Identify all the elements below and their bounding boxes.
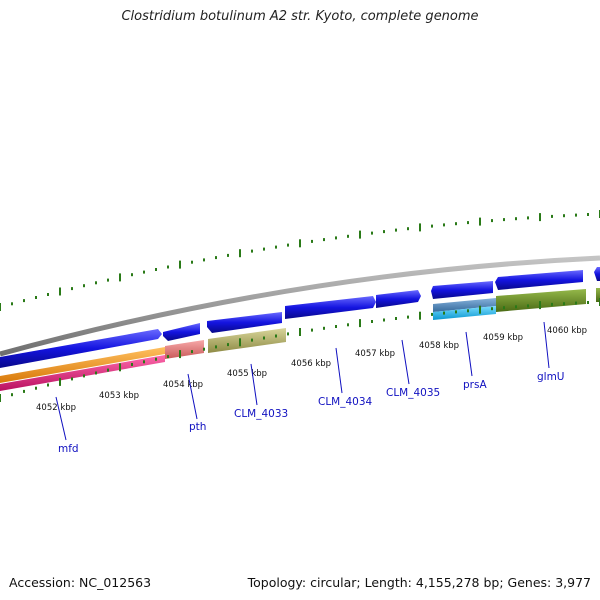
gene-label-prsa: prsA: [463, 379, 487, 391]
accession-text: Accession: NC_012563: [9, 575, 152, 590]
kbp-label: 4056 kbp: [291, 359, 331, 369]
leader-line: [55, 396, 67, 441]
feature-bar-steel: [433, 298, 496, 312]
cds-arrow: [163, 323, 200, 341]
gene-leader-lines: [55, 321, 550, 441]
cds-arrow: [376, 290, 421, 308]
kbp-label: 4053 kbp: [99, 391, 139, 401]
gene-label-clm-4033: CLM_4033: [234, 408, 288, 420]
cds-arrow: [431, 281, 493, 299]
kbp-label: 4060 kbp: [547, 326, 587, 336]
feature-bar-salmon: [165, 340, 204, 359]
kbp-label: 4057 kbp: [355, 349, 395, 359]
backbone-ring: [0, 255, 600, 357]
feature-bar-orange: [0, 347, 165, 383]
gene-label-glmu: glmU: [537, 371, 565, 383]
leader-line: [401, 339, 410, 385]
feature-bar-olive: [496, 289, 586, 312]
cds-arrow: [495, 270, 583, 290]
gene-labels: mfd pth CLM_4033 CLM_4034 CLM_4035 prsA …: [58, 371, 565, 455]
leader-line: [543, 321, 550, 369]
gene-label-pth: pth: [189, 421, 206, 433]
outer-tick-ring: [0, 210, 600, 311]
gene-label-clm-4034: CLM_4034: [318, 396, 373, 408]
kbp-label: 4052 kbp: [36, 403, 76, 413]
cds-arrow: [594, 267, 600, 281]
cds-arrow: [207, 312, 282, 333]
feature-bar-magenta: [0, 355, 165, 391]
gene-label-mfd: mfd: [58, 443, 79, 455]
leader-line: [250, 363, 258, 406]
forward-cds-track: [0, 267, 600, 368]
inner-tick-ring: [0, 298, 600, 402]
map-title: Clostridium botulinum A2 str. Kyoto, com…: [121, 9, 479, 24]
gene-label-clm-4035: CLM_4035: [386, 387, 440, 399]
leader-line: [465, 331, 473, 377]
cds-arrow: [285, 296, 376, 319]
topology-text: Topology: circular; Length: 4,155,278 bp…: [247, 575, 591, 590]
kbp-label: 4055 kbp: [227, 369, 267, 379]
leader-line: [335, 347, 343, 394]
kbp-label: 4054 kbp: [163, 380, 203, 390]
cds-arrow: [0, 329, 162, 368]
kbp-labels: 4052 kbp 4053 kbp 4054 kbp 4055 kbp 4056…: [36, 326, 587, 413]
leader-line: [187, 373, 198, 420]
feature-bar-khaki: [208, 328, 286, 353]
feature-track: [0, 288, 600, 391]
kbp-label: 4059 kbp: [483, 333, 523, 343]
kbp-label: 4058 kbp: [419, 341, 459, 351]
